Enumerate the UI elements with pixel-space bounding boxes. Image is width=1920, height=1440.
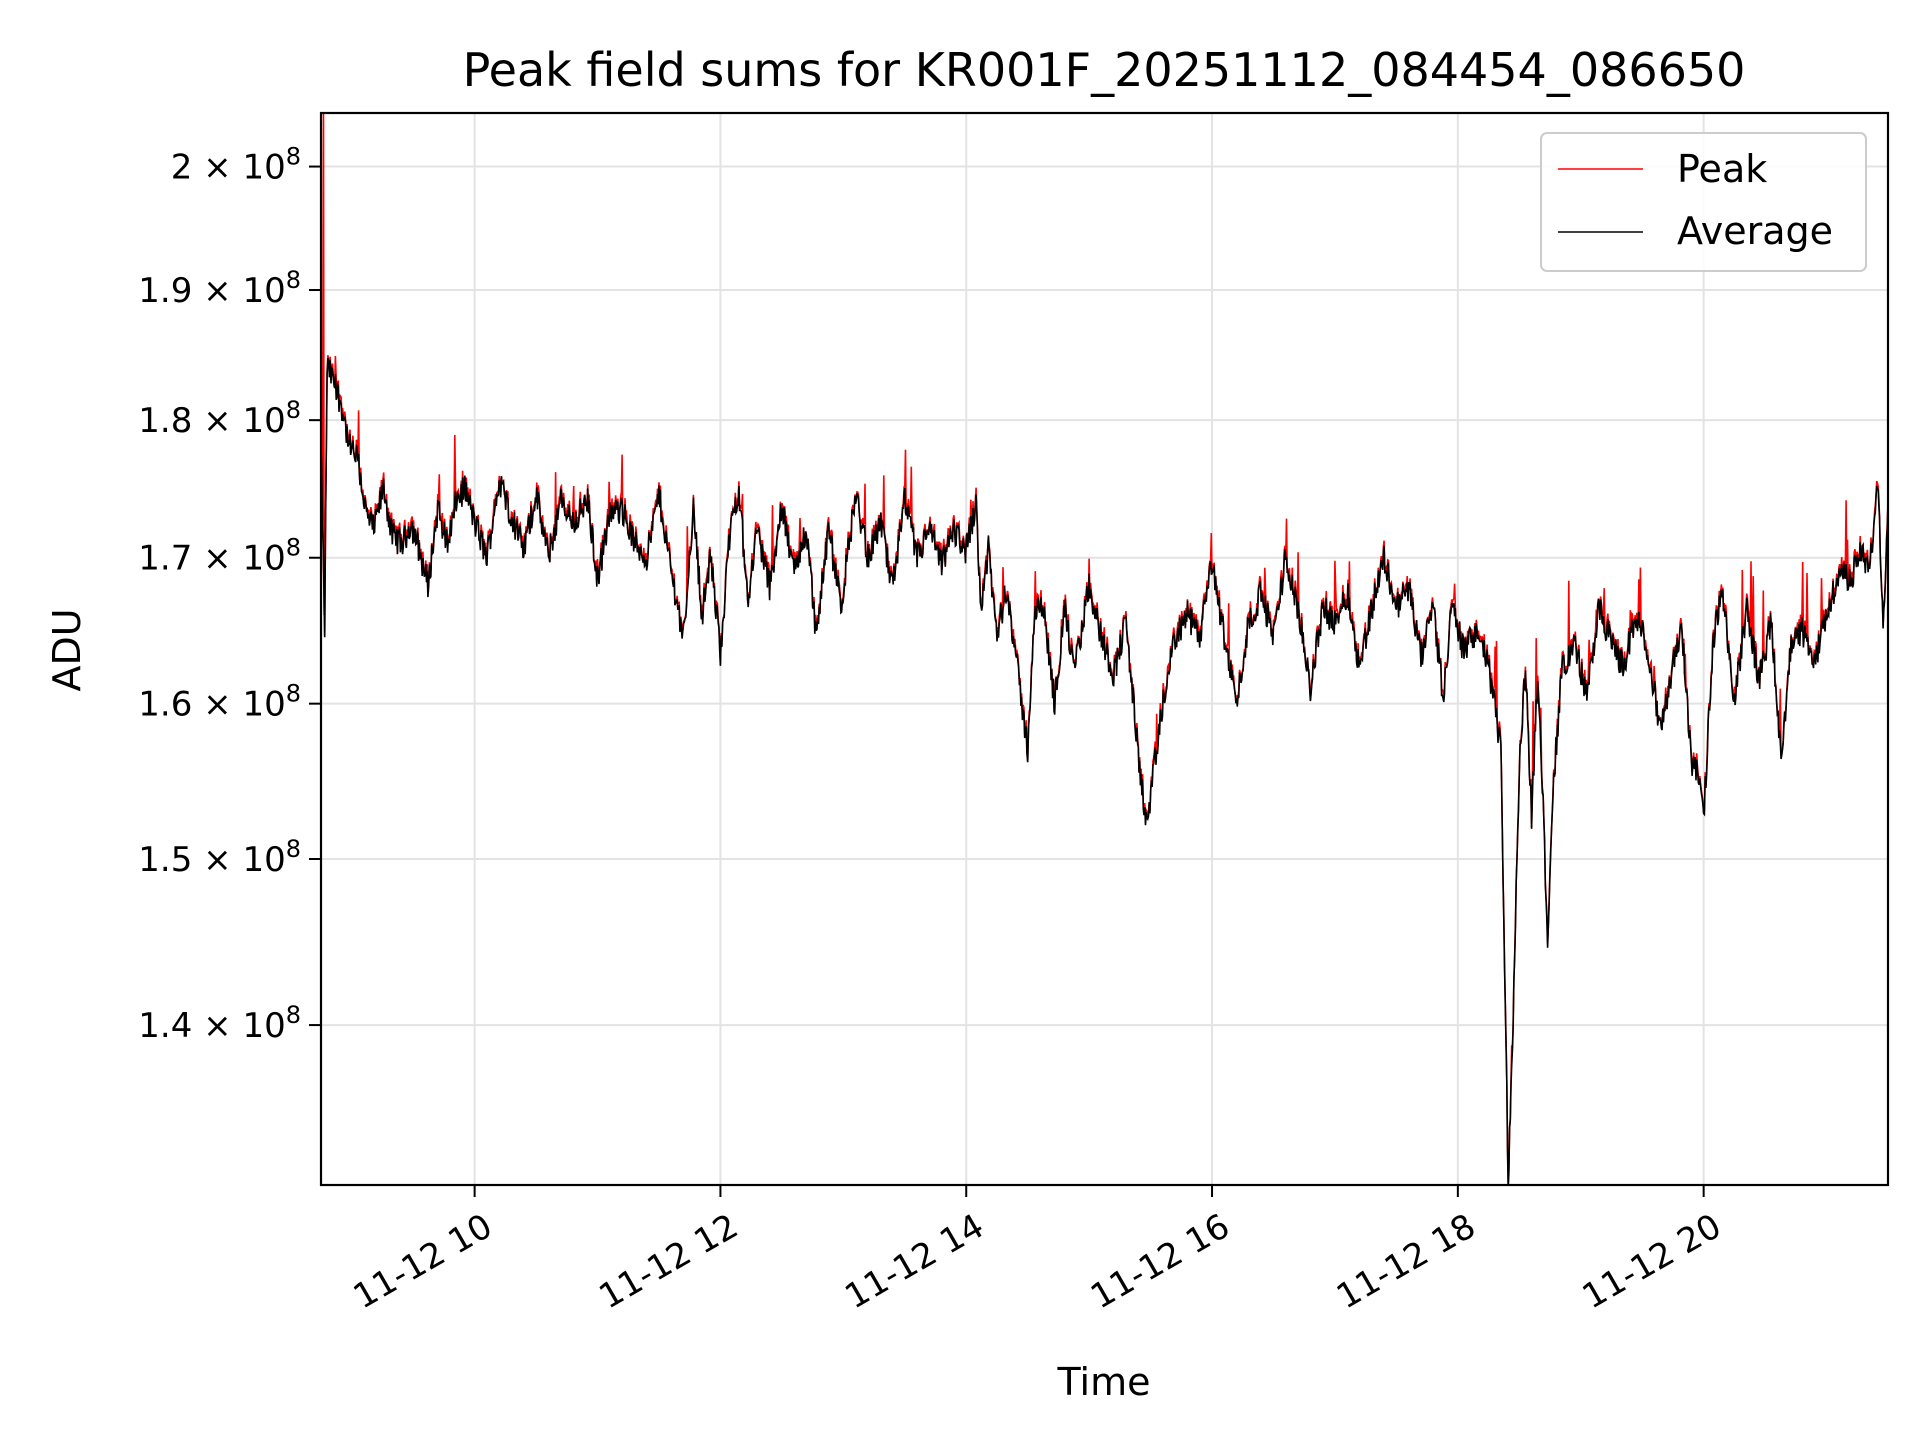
legend-label-peak: Peak <box>1677 147 1767 191</box>
y-tick-label: 1.9 × 108 <box>138 266 301 311</box>
y-axis: 1.4 × 108 1.5 × 108 1.6 × 108 1.7 × 108 1.8 … <box>138 143 321 1046</box>
y-tick-label: 1.5 × 108 <box>138 835 301 880</box>
legend-label-average: Average <box>1677 209 1833 253</box>
y-tick-label: 1.6 × 108 <box>138 680 301 725</box>
y-axis-label: ADU <box>45 608 89 691</box>
y-tick-label: 2 × 108 <box>171 143 301 188</box>
y-tick-label: 1.7 × 108 <box>138 534 301 579</box>
y-tick-label: 1.4 × 108 <box>138 1001 301 1046</box>
plot-area <box>321 113 1888 1185</box>
legend: Peak Average <box>1540 132 1867 272</box>
chart-title: Peak field sums for KR001F_20251112_0844… <box>463 43 1746 97</box>
x-axis-label: Time <box>1057 1360 1151 1404</box>
legend-box <box>1540 132 1867 272</box>
y-tick-label: 1.8 × 108 <box>138 396 301 441</box>
series-line-average <box>321 358 1888 1185</box>
plot-frame <box>319 111 1890 1187</box>
